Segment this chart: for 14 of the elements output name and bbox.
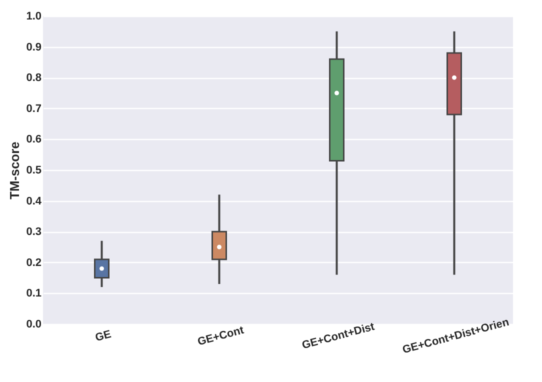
y-tick-label: 0.9 bbox=[26, 41, 42, 54]
y-tick-label: 0.7 bbox=[26, 102, 42, 115]
y-tick-label: 0.1 bbox=[26, 288, 42, 300]
x-tick-label: GE+Cont bbox=[196, 324, 246, 348]
y-tick-label: 1.0 bbox=[26, 10, 42, 22]
x-tick-label: GE bbox=[94, 328, 113, 344]
y-tick-label: 0.4 bbox=[26, 195, 42, 208]
y-tick-label: 0.5 bbox=[26, 164, 42, 176]
y-tick-label: 0.0 bbox=[26, 318, 42, 330]
y-tick-label: 0.2 bbox=[26, 256, 42, 269]
y-tick-label: 0.6 bbox=[26, 134, 42, 146]
y-tick-label: 0.8 bbox=[26, 72, 42, 84]
y-axis-title: TM-score bbox=[7, 142, 22, 200]
y-tick-label: 0.3 bbox=[26, 226, 42, 238]
